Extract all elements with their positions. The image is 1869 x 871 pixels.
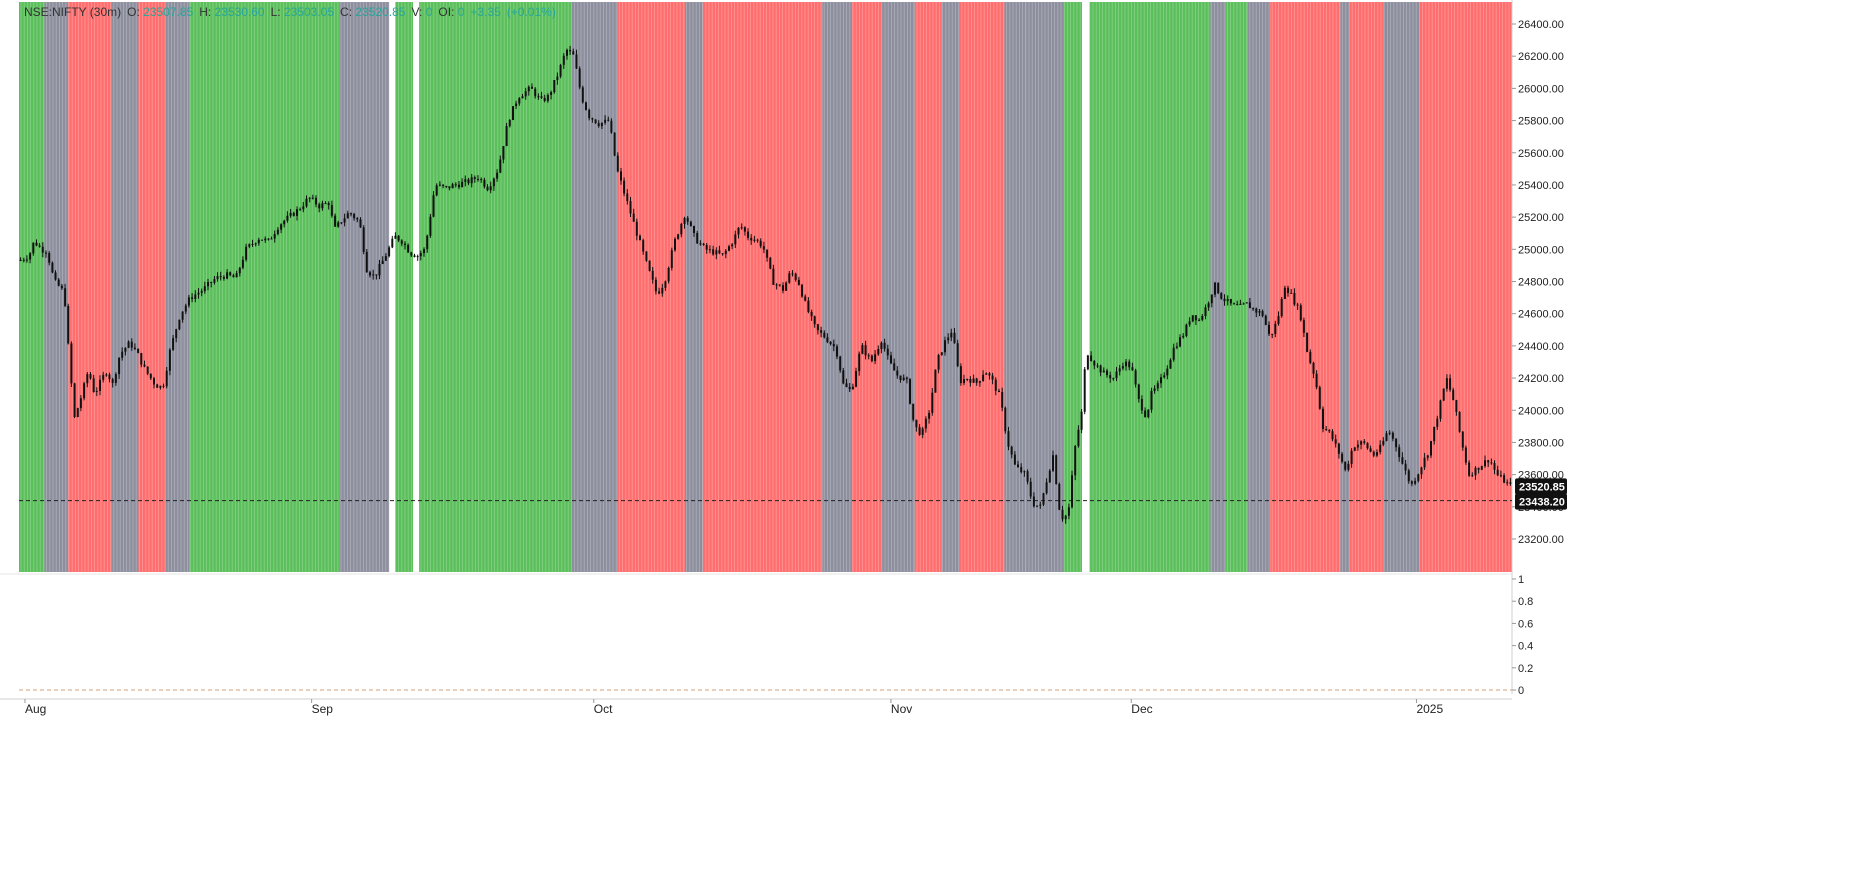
price-tick-label: 25000.00 [1518, 244, 1564, 256]
regime-band-bull [1064, 2, 1083, 572]
oscillator-tick-label: 1 [1518, 574, 1524, 586]
oscillator-tick-label: 0 [1518, 685, 1524, 697]
regime-band-gap [413, 2, 420, 572]
time-tick-label: Sep [312, 702, 334, 716]
price-axis[interactable]: 23200.0023400.0023600.0023800.0024000.00… [1512, 19, 1564, 546]
last-price-label: 23520.85 [1519, 481, 1565, 493]
price-tags: 23520.85 23438.20 [1515, 478, 1567, 510]
time-axis[interactable]: Aug Sep Oct Nov Dec 2025 [24, 699, 1443, 716]
reference-line-layer [19, 500, 1512, 691]
time-tick-label: Nov [891, 702, 912, 716]
regime-band-bull [395, 2, 414, 572]
regime-band-bear [1419, 2, 1512, 572]
regime-band-bull [19, 2, 45, 572]
price-tick-label: 26200.00 [1518, 51, 1564, 63]
regime-band-neutral [1004, 2, 1026, 572]
regime-band-bear [702, 2, 823, 572]
regime-band-neutral [941, 2, 960, 572]
axis-borders [0, 0, 1513, 700]
time-tick-label: Aug [25, 702, 46, 716]
regime-band-bull [419, 2, 572, 572]
price-tick-label: 23200.00 [1518, 534, 1564, 546]
price-tick-label: 25400.00 [1518, 180, 1564, 192]
change-value: +3.35 [470, 5, 501, 19]
regime-band-bear [1349, 2, 1384, 572]
regime-band-bear [959, 2, 1005, 572]
time-tick-label: 2025 [1416, 702, 1443, 716]
close-label: C: [340, 5, 353, 19]
regime-band-neutral [1383, 2, 1420, 572]
time-tick-label: Dec [1131, 702, 1152, 716]
oscillator-tick-label: 0.8 [1518, 596, 1533, 608]
regime-band-neutral [1025, 2, 1065, 572]
regime-band-bear [914, 2, 942, 572]
low-value: 23503.05 [283, 5, 335, 19]
low-label: L: [270, 5, 281, 19]
reference-price-tag: 23438.20 [1515, 493, 1567, 510]
regime-band-bear [1270, 2, 1341, 572]
regime-band-neutral [1340, 2, 1350, 572]
price-tick-label: 24000.00 [1518, 405, 1564, 417]
oi-label: OI: [438, 5, 455, 19]
oscillator-tick-label: 0.6 [1518, 618, 1533, 630]
price-tick-label: 24400.00 [1518, 341, 1564, 353]
regime-band-bull [1089, 2, 1211, 572]
price-tick-label: 26400.00 [1518, 19, 1564, 31]
close-value: 23520.85 [355, 5, 406, 19]
regime-band-neutral [571, 2, 618, 572]
volume-label: V: [411, 5, 423, 19]
regime-band-bull [189, 2, 340, 572]
regime-band-bear [852, 2, 882, 572]
change-percent: (+0.01%) [506, 5, 556, 19]
regime-band-bull [1225, 2, 1248, 572]
price-tick-label: 25800.00 [1518, 116, 1564, 128]
price-tick-label: 24800.00 [1518, 277, 1564, 289]
regime-band-neutral [1247, 2, 1271, 572]
time-tick-label: Oct [594, 702, 613, 716]
ohlc-legend: NSE:NIFTY (30m) O: 23507.85 H: 23530.60 … [24, 4, 556, 20]
price-tick-label: 25600.00 [1518, 148, 1564, 160]
regime-band-gap [1082, 2, 1090, 572]
candlestick-series [19, 45, 1512, 524]
price-tick-label: 25200.00 [1518, 212, 1564, 224]
high-label: H: [199, 5, 212, 19]
price-tick-label: 24600.00 [1518, 309, 1564, 321]
regime-band-neutral [881, 2, 915, 572]
regime-stripes [20, 2, 1510, 572]
oscillator-tick-label: 0.2 [1518, 663, 1533, 675]
regime-band-neutral [165, 2, 190, 572]
reference-price-label: 23438.20 [1519, 497, 1565, 509]
oscillator-tick-label: 0.4 [1518, 641, 1533, 653]
symbol-label[interactable]: NSE:NIFTY (30m) [24, 5, 122, 19]
open-label: O: [127, 5, 140, 19]
regime-band-neutral [44, 2, 69, 572]
regime-band-bear [138, 2, 166, 572]
regime-band-neutral [339, 2, 390, 572]
open-value: 23507.85 [143, 5, 194, 19]
high-value: 23530.60 [214, 5, 265, 19]
regime-band-neutral [111, 2, 139, 572]
regime-background [19, 2, 1512, 572]
regime-band-neutral [684, 2, 703, 572]
regime-band-neutral [822, 2, 853, 572]
regime-band-bear [617, 2, 685, 572]
regime-band-gap [389, 2, 396, 572]
oi-value: 0 [457, 5, 465, 19]
price-tick-label: 24200.00 [1518, 373, 1564, 385]
regime-band-bear [68, 2, 112, 572]
price-tick-label: 23800.00 [1518, 437, 1564, 449]
volume-value: 0 [425, 5, 433, 19]
bar-stripes [20, 2, 1510, 572]
price-tick-label: 26000.00 [1518, 83, 1564, 95]
oscillator-axis[interactable]: 1 0.8 0.6 0.4 0.2 0 [1512, 574, 1533, 697]
last-price-tag: 23520.85 [1515, 478, 1567, 495]
